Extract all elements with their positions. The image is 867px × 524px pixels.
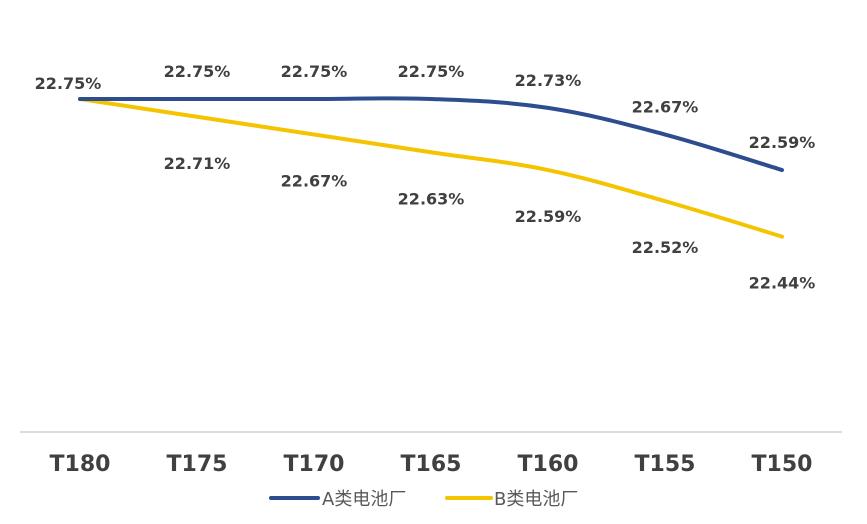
x-tick-label: T175 (167, 452, 228, 477)
data-label-a: 22.59% (749, 133, 816, 152)
data-label-b: 22.44% (749, 274, 816, 293)
x-tick-label: T160 (518, 452, 579, 477)
data-label-b: 22.52% (632, 238, 699, 257)
x-tick-layer: T180 T175 T170 T165 T160 T155 T150 (50, 452, 813, 477)
x-tick-label: T155 (635, 452, 696, 477)
x-tick-label: T165 (401, 452, 462, 477)
data-label-b: 22.67% (281, 172, 348, 191)
data-label-a: 22.67% (632, 98, 699, 117)
data-label-b: 22.71% (164, 154, 231, 173)
data-label-a: 22.75% (35, 74, 102, 93)
data-label-a: 22.75% (281, 62, 348, 81)
data-label-b: 22.59% (515, 207, 582, 226)
series-layer (78, 96, 784, 239)
x-tick-label: T180 (50, 452, 111, 477)
data-label-b: 22.63% (398, 189, 465, 208)
series-line-a (78, 96, 784, 173)
data-label-layer: 22.75% 22.75% 22.75% 22.75% 22.73% 22.67% 22.5… (35, 62, 816, 293)
x-tick-label: T170 (284, 452, 345, 477)
data-label-a: 22.73% (515, 71, 582, 90)
legend-item-b: B类电池厂 (445, 489, 578, 510)
series-line-b (78, 97, 784, 239)
legend: A类电池厂 B类电池厂 (269, 489, 578, 510)
data-label-a: 22.75% (164, 62, 231, 81)
legend-label: B类电池厂 (494, 489, 578, 510)
x-tick-label: T150 (752, 452, 813, 477)
legend-item-a: A类电池厂 (269, 489, 406, 510)
legend-label: A类电池厂 (322, 489, 406, 510)
data-label-a: 22.75% (398, 62, 465, 81)
